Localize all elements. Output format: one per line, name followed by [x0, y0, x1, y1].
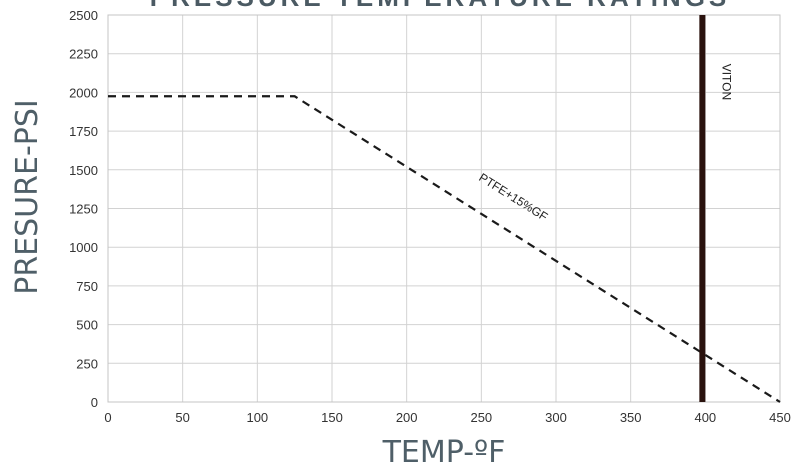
- y-axis-ticks: 0 250 500 750 1000 1250 1500 1750 2000 2250 2500: [69, 8, 98, 410]
- y-tick-label: 2500: [69, 8, 98, 23]
- x-tick-label: 250: [470, 410, 492, 425]
- y-tick-label: 250: [76, 356, 98, 371]
- x-tick-label: 100: [246, 410, 268, 425]
- y-tick-label: 750: [76, 279, 98, 294]
- chart-title: PRESSURE TEMPERATURE RATINGS: [150, 0, 731, 12]
- plot-border: [107, 14, 781, 403]
- y-tick-label: 1750: [69, 124, 98, 139]
- y-tick-label: 1250: [69, 202, 98, 217]
- x-tick-label: 400: [694, 410, 716, 425]
- x-tick-label: 50: [175, 410, 189, 425]
- x-tick-label: 300: [545, 410, 567, 425]
- x-tick-label: 450: [769, 410, 791, 425]
- x-tick-label: 150: [321, 410, 343, 425]
- grid: [107, 14, 781, 403]
- y-tick-label: 1500: [69, 163, 98, 178]
- series-line-ptfe: [108, 95, 781, 403]
- y-tick-label: 500: [76, 318, 98, 333]
- x-tick-label: 350: [620, 410, 642, 425]
- y-tick-label: 0: [91, 395, 98, 410]
- x-axis-ticks: 0 50 100 150 200 250 300 350 400 450: [104, 410, 790, 425]
- x-axis-title: TEMP-ºF: [382, 435, 506, 465]
- series-label-viton: VITON: [719, 64, 733, 100]
- y-tick-label: 1000: [69, 240, 98, 255]
- y-tick-label: 2250: [69, 47, 98, 62]
- y-tick-label: 2000: [69, 85, 98, 100]
- series-label-ptfe: PTFE+15%GF: [476, 170, 550, 224]
- x-tick-label: 0: [104, 410, 111, 425]
- x-tick-label: 200: [396, 410, 418, 425]
- y-axis-title: PRESURE-PSI: [10, 99, 45, 295]
